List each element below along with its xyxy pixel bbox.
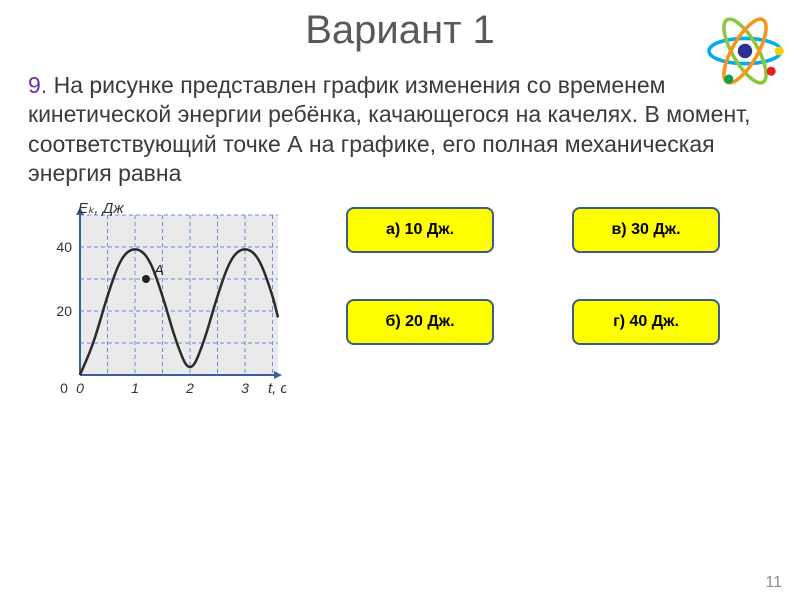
answer-c-button[interactable]: в) 30 Дж. — [572, 207, 720, 253]
page-number: 11 — [765, 574, 782, 592]
svg-text:Eₖ, Дж: Eₖ, Дж — [78, 200, 124, 217]
page-title: Вариант 1 — [0, 0, 800, 53]
svg-text:0: 0 — [60, 380, 68, 396]
question-number: 9. — [28, 72, 47, 98]
answer-group: а) 10 Дж. в) 30 Дж. б) 20 Дж. г) 40 Дж. — [286, 197, 780, 407]
svg-text:0: 0 — [76, 380, 84, 396]
atom-icon — [700, 6, 790, 96]
answer-a-button[interactable]: а) 10 Дж. — [346, 207, 494, 253]
svg-text:1: 1 — [131, 380, 139, 396]
svg-text:3: 3 — [241, 380, 249, 396]
svg-text:40: 40 — [56, 239, 72, 255]
answer-d-button[interactable]: г) 40 Дж. — [572, 299, 720, 345]
question-body: На рисунке представлен график изменения … — [28, 72, 751, 186]
kinetic-energy-chart: 0 1 2 3 20 40 0 Eₖ, Дж t, с A — [36, 197, 286, 407]
answer-b-button[interactable]: б) 20 Дж. — [346, 299, 494, 345]
svg-text:2: 2 — [185, 380, 194, 396]
svg-text:t, с: t, с — [268, 380, 286, 397]
content-row: 0 1 2 3 20 40 0 Eₖ, Дж t, с A а) 10 Дж. в) 30 Дж.… — [0, 195, 800, 407]
svg-text:A: A — [153, 262, 164, 279]
svg-text:20: 20 — [56, 303, 72, 319]
question-text: 9. На рисунке представлен график изменен… — [0, 53, 800, 195]
